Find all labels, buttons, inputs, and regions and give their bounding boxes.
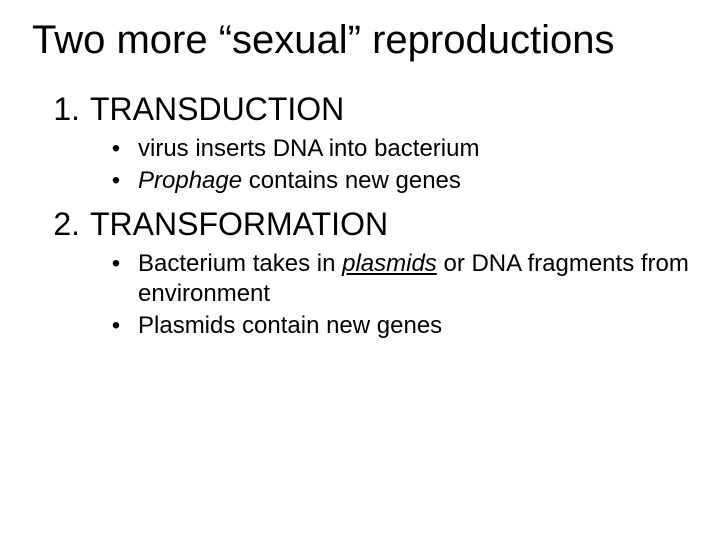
text-run-italic-underline: plasmids [342,250,437,277]
text-run: Bacterium takes in [138,250,342,277]
bullet-icon: • [94,311,138,341]
bullet-icon: • [94,134,138,164]
sub-list: • Bacterium takes in plasmids or DNA fra… [24,249,696,341]
text-run: contains new genes [242,167,461,194]
list-item: 1. TRANSDUCTION [24,91,696,128]
sub-item: • Bacterium takes in plasmids or DNA fra… [94,249,696,309]
slide-content: 1. TRANSDUCTION • virus inserts DNA into… [0,63,720,341]
sub-item: • Prophage contains new genes [94,166,696,196]
list-item: 2. TRANSFORMATION [24,206,696,243]
bullet-icon: • [94,249,138,279]
slide-title: Two more “sexual” reproductions [0,0,720,63]
bullet-icon: • [94,166,138,196]
text-run: virus inserts DNA into bacterium [138,135,479,162]
slide: Two more “sexual” reproductions 1. TRANS… [0,0,720,540]
list-marker: 2. [24,206,90,243]
sub-list: • virus inserts DNA into bacterium • Pro… [24,134,696,196]
sub-text: Prophage contains new genes [138,166,696,196]
sub-item: • Plasmids contain new genes [94,311,696,341]
list-marker: 1. [24,91,90,128]
sub-item: • virus inserts DNA into bacterium [94,134,696,164]
list-label: TRANSDUCTION [90,91,344,128]
sub-text: Bacterium takes in plasmids or DNA fragm… [138,249,696,309]
text-run: Plasmids contain new genes [138,312,442,339]
text-run-italic: Prophage [138,167,242,194]
list-label: TRANSFORMATION [90,206,388,243]
sub-text: Plasmids contain new genes [138,311,696,341]
sub-text: virus inserts DNA into bacterium [138,134,696,164]
